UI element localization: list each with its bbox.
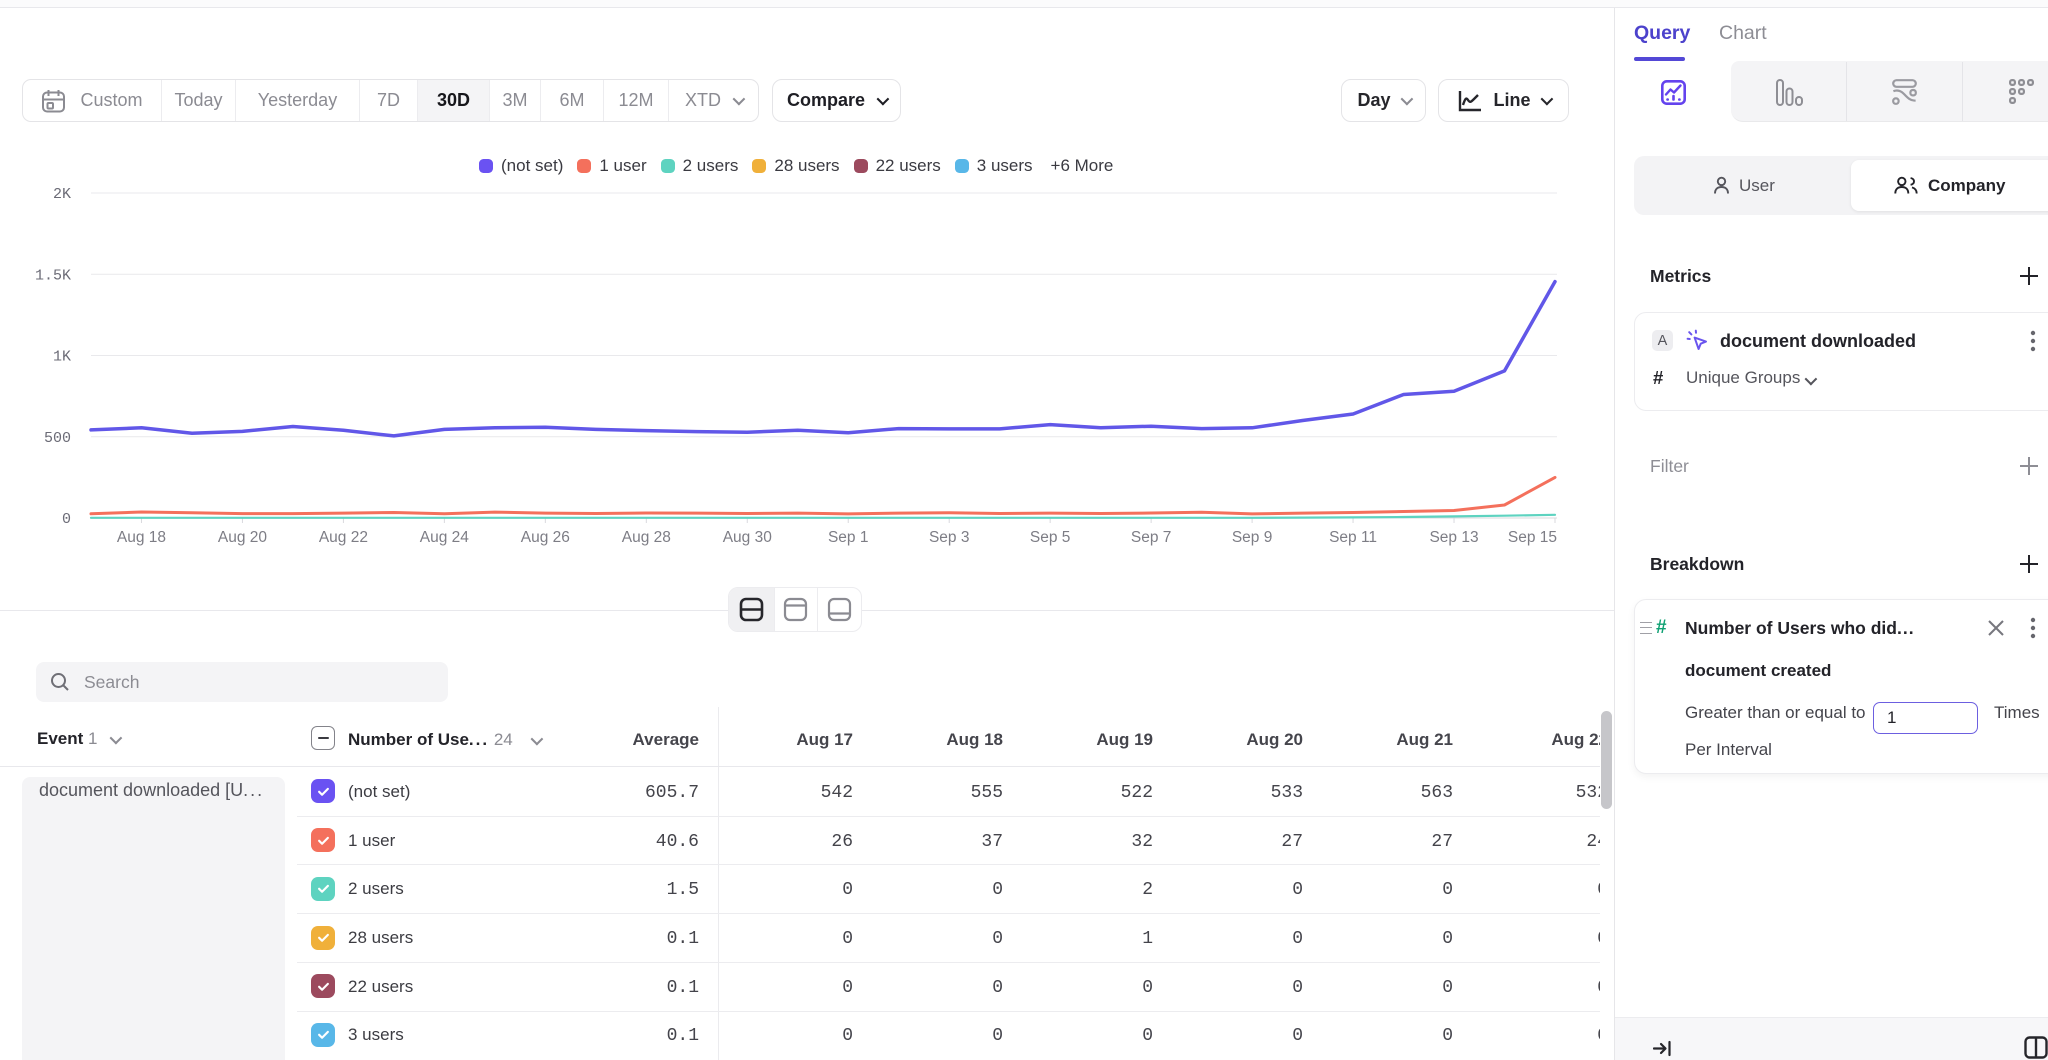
svg-text:0: 0 <box>62 511 71 528</box>
svg-text:Aug 30: Aug 30 <box>723 529 773 546</box>
svg-text:Sep 7: Sep 7 <box>1131 529 1172 546</box>
svg-text:Aug 18: Aug 18 <box>117 529 166 546</box>
svg-text:1K: 1K <box>53 349 71 366</box>
svg-text:Sep 1: Sep 1 <box>828 529 869 546</box>
svg-text:Sep 5: Sep 5 <box>1030 529 1071 546</box>
svg-text:2K: 2K <box>53 186 71 203</box>
svg-text:Aug 28: Aug 28 <box>622 529 671 546</box>
svg-text:Sep 11: Sep 11 <box>1329 529 1377 546</box>
svg-text:Sep 13: Sep 13 <box>1429 529 1478 546</box>
svg-text:Aug 20: Aug 20 <box>218 529 268 546</box>
svg-text:Aug 24: Aug 24 <box>420 529 470 546</box>
svg-text:1.5K: 1.5K <box>35 267 71 284</box>
svg-text:Sep 15: Sep 15 <box>1508 529 1557 546</box>
svg-text:Sep 9: Sep 9 <box>1232 529 1273 546</box>
svg-text:Sep 3: Sep 3 <box>929 529 970 546</box>
svg-text:Aug 22: Aug 22 <box>319 529 368 546</box>
svg-text:Aug 26: Aug 26 <box>521 529 570 546</box>
svg-text:500: 500 <box>44 430 71 447</box>
